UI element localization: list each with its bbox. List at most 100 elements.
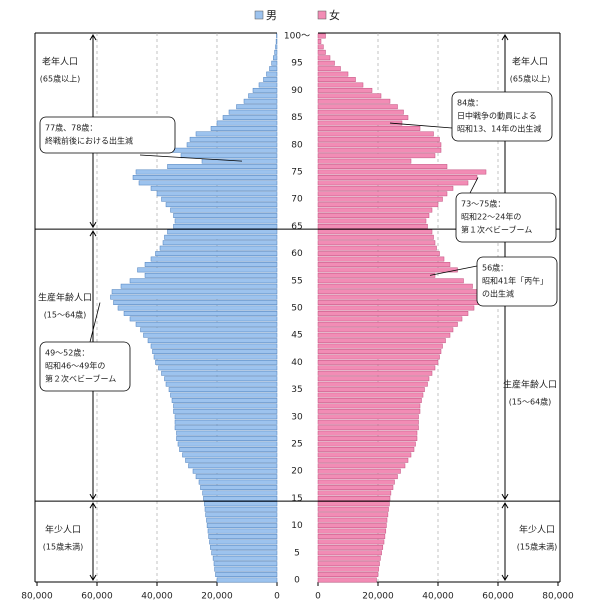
x-tick-label: 40,000 [422,592,454,602]
bar [317,142,442,148]
bar [317,229,433,235]
bar [215,572,278,577]
bar [317,60,335,66]
bar [317,153,436,159]
bar [188,463,278,469]
bar [266,71,278,77]
bar [317,175,478,180]
bar [317,147,442,153]
bar [164,234,278,240]
bar [317,577,377,583]
bar [132,175,278,180]
bar [317,398,422,403]
callout-pointer [469,177,479,194]
bar [273,55,278,61]
x-tick-label: 80,000 [21,592,53,602]
bar [317,262,451,267]
bar [170,392,278,398]
bar [275,44,278,50]
bar [317,87,373,93]
bar [317,267,458,273]
age-label: 0 [294,576,300,586]
bar [317,33,326,39]
arrow-head [501,34,509,41]
section-title: 生産年齢人口 [503,379,557,391]
bar [317,468,401,474]
section-title: 年少人口 [519,524,555,536]
callout-text: 昭和41年「丙午」 [482,276,548,286]
bar [150,185,278,191]
callout-text: 56歳： [482,263,508,273]
bar [189,136,278,142]
bar [317,245,437,251]
x-tick-label: 80,000 [542,592,574,602]
bar [317,169,487,175]
bar [211,550,278,556]
bar [228,109,278,115]
bar [207,528,278,534]
bar [275,39,278,44]
bar [317,180,469,186]
age-label: 45 [291,331,302,341]
bar [195,474,278,480]
bar [317,327,454,333]
callout-text: 終戦前後における出生減 [45,136,133,146]
bar [155,251,278,257]
bar [317,572,379,577]
section-sub: (65歳以上) [510,74,550,84]
bar [212,555,278,561]
bar [317,104,398,110]
bar [317,207,433,213]
bar [317,425,419,431]
bar [271,60,278,66]
bar [252,87,278,93]
bar [138,180,278,186]
section-title: 老年人口 [512,56,548,68]
bar [274,49,278,55]
bar [176,436,278,441]
bar [317,66,341,72]
age-label: 10 [291,521,303,531]
bar [192,468,278,474]
bar [140,327,278,333]
callout-text: 73～75歳： [461,199,505,209]
callout-box [476,256,558,307]
bar [174,425,278,431]
bar [165,381,278,387]
bar [317,359,439,365]
bar [174,218,278,224]
bar [317,528,387,534]
section-sub: (65歳以上) [40,74,80,84]
bar [171,147,278,153]
section-title: 年少人口 [45,524,81,536]
section-title: 生産年齢人口 [38,292,92,304]
bar [317,517,388,523]
bar [317,272,436,278]
bar [161,370,278,376]
callout-text: 77歳、78歳： [45,123,97,133]
bar [317,392,424,398]
bar [317,321,458,327]
bar [317,349,442,354]
bar [171,398,278,403]
bar [317,338,446,344]
bar [317,191,448,197]
bar [164,376,278,382]
bar [317,544,384,550]
bar [317,365,436,371]
bar [150,256,278,262]
bar [317,376,430,382]
bar [200,485,278,490]
bar [317,370,433,376]
bar [317,408,421,414]
callout-text: 昭和13、14年の出生減 [457,124,541,134]
bar [317,283,473,289]
bar [317,240,436,246]
bar [317,71,349,77]
bar [243,98,278,104]
bar [317,164,448,169]
arrow-head [501,574,509,581]
bar [117,305,278,311]
bar [317,202,439,208]
